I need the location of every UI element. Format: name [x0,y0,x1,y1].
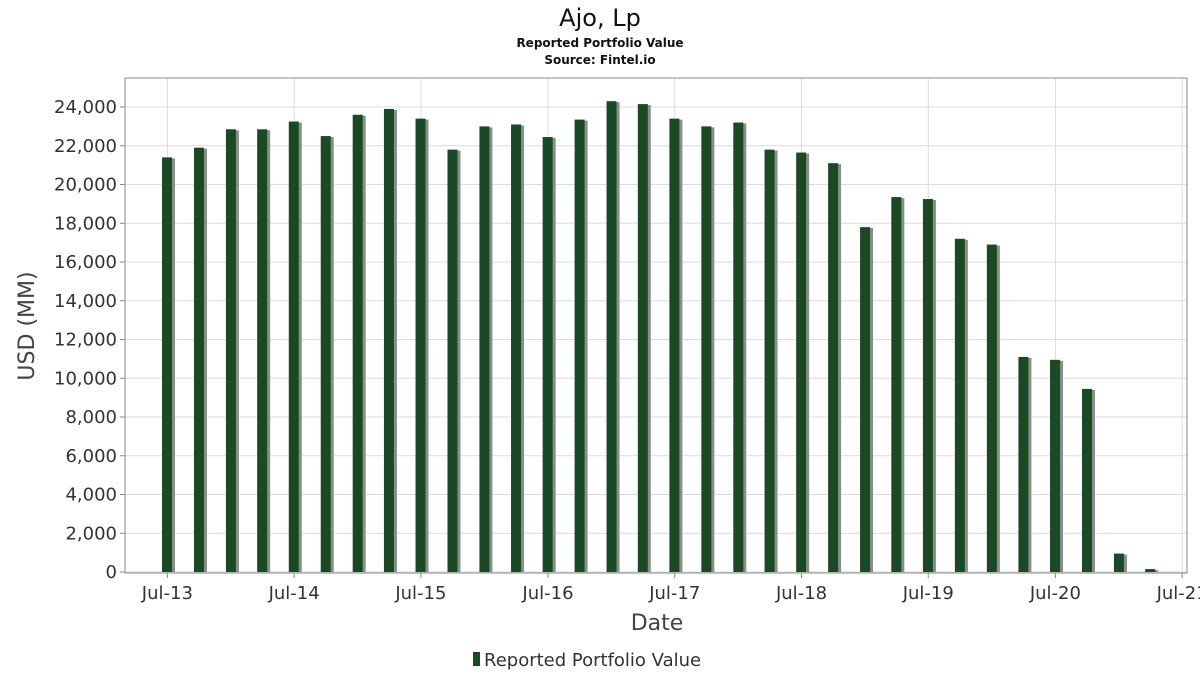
bar [162,157,173,572]
x-axis-label: Date [631,611,684,636]
y-tick-label: 22,000 [54,136,117,157]
x-tick-label: Jul-20 [1029,583,1081,604]
bar [606,101,617,572]
y-tick-label: 18,000 [54,213,117,234]
bar [891,197,902,572]
legend: Reported Portfolio Value [473,650,701,671]
bar [922,199,933,572]
x-tick-label: Jul-14 [268,583,320,604]
x-axis-ticks: Jul-13 Jul-14 Jul-15 Jul-16 Jul-17 Jul-18 Jul-… [141,573,1200,604]
bar [733,122,744,572]
y-tick-label: 0 [106,562,117,583]
bar [1145,569,1156,572]
x-tick-label: Jul-16 [521,583,573,604]
x-tick-label: Jul-15 [394,583,446,604]
bar [352,114,363,572]
y-tick-label: 14,000 [54,291,117,312]
chart-subtitle: Reported Portfolio Value [516,36,683,50]
bar [383,108,394,572]
bar [511,124,522,572]
bar [764,149,775,572]
bar [193,147,204,572]
plot-frame-group [124,77,1188,574]
legend-label: Reported Portfolio Value [484,650,701,671]
bar [701,126,712,572]
x-tick-label: Jul-19 [902,583,954,604]
bar [1081,388,1092,572]
bar [447,149,458,572]
bar [1113,553,1124,572]
bar [796,152,807,572]
x-tick-label: Jul-17 [648,583,700,604]
bar [479,126,490,572]
bar [257,129,268,572]
bar [669,118,680,572]
bar [1018,356,1029,572]
bar [986,244,997,572]
x-tick-label: Jul-13 [141,583,193,604]
y-tick-label: 24,000 [54,97,117,118]
plot-frame [124,77,1188,574]
chart-source: Source: Fintel.io [544,53,655,67]
bar [637,104,648,572]
bar [320,136,331,572]
bar [828,163,839,572]
y-tick-label: 20,000 [54,175,117,196]
y-tick-label: 4,000 [65,485,117,506]
y-tick-label: 12,000 [54,330,117,351]
x-tick-label: Jul-18 [775,583,827,604]
y-tick-label: 10,000 [54,368,117,389]
legend-swatch [473,652,480,666]
bar [542,137,553,572]
y-axis-label: USD (MM) [15,271,40,380]
bar [954,238,965,572]
bar [574,119,585,572]
y-axis-ticks: 0 2,000 4,000 6,000 8,000 10,000 12,000 14,000 1… [54,97,125,583]
bar [1050,359,1061,572]
bar [415,118,426,572]
chart-title: Ajo, Lp [559,4,641,32]
y-tick-label: 8,000 [65,407,117,428]
y-tick-label: 6,000 [65,446,117,467]
x-tick-label: Jul-21 [1156,583,1200,604]
bars [162,101,1159,572]
y-tick-label: 16,000 [54,252,117,273]
bar [225,129,236,572]
bar [288,121,299,572]
bar [860,227,871,572]
y-tick-label: 2,000 [65,523,117,544]
